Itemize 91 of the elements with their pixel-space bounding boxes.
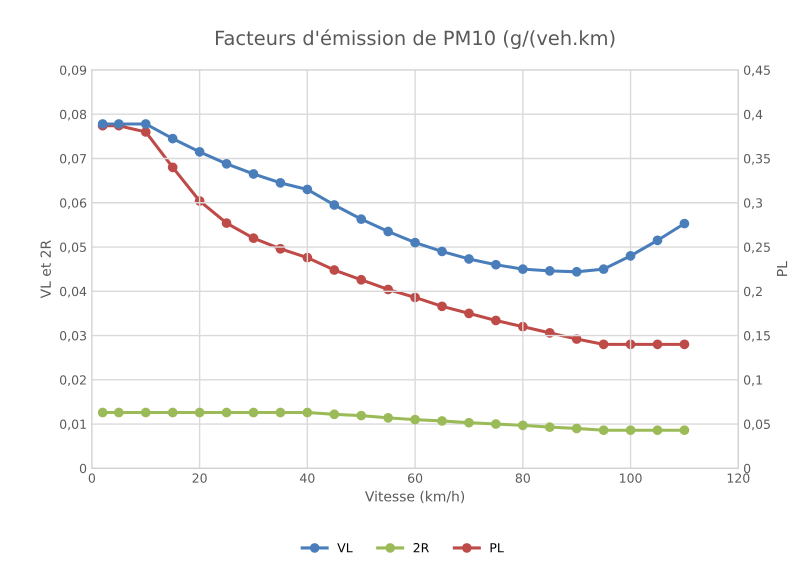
y2-tick-label: 0,45 bbox=[744, 65, 770, 76]
point bbox=[356, 214, 366, 224]
y-axis-title: VL et 2R bbox=[40, 240, 51, 298]
point bbox=[491, 419, 501, 429]
point bbox=[276, 178, 286, 188]
point bbox=[572, 266, 582, 277]
point bbox=[248, 169, 258, 179]
point bbox=[572, 424, 582, 434]
point bbox=[680, 218, 690, 228]
point bbox=[383, 226, 394, 236]
point bbox=[168, 162, 178, 172]
point bbox=[222, 218, 232, 228]
y2-tick-label: 0,3 bbox=[744, 198, 762, 209]
point bbox=[464, 418, 474, 428]
x-tick-label: 0 bbox=[88, 473, 96, 483]
y2-tick-label: 0 bbox=[744, 464, 750, 474]
point bbox=[652, 425, 662, 436]
y2-tick-label: 0,2 bbox=[744, 286, 762, 298]
point bbox=[302, 408, 312, 418]
point bbox=[464, 308, 474, 318]
y2-tick-label: 0,1 bbox=[744, 375, 762, 386]
x-tick-label: 80 bbox=[516, 473, 530, 483]
point bbox=[194, 408, 204, 418]
y-tick-label: 0,01 bbox=[60, 420, 86, 430]
point bbox=[680, 340, 690, 350]
point bbox=[302, 184, 312, 194]
point bbox=[222, 158, 232, 169]
point bbox=[356, 410, 366, 420]
point bbox=[248, 233, 258, 244]
point bbox=[329, 409, 340, 420]
y2-tick-label: 0,25 bbox=[744, 242, 770, 254]
x-tick-label: 60 bbox=[408, 473, 422, 483]
point bbox=[168, 408, 178, 418]
y-tick-label: 0,07 bbox=[60, 154, 86, 165]
point bbox=[437, 416, 447, 426]
point bbox=[652, 236, 662, 246]
point bbox=[356, 274, 366, 285]
point bbox=[598, 425, 608, 436]
point bbox=[518, 264, 528, 274]
y-tick-label: 0,02 bbox=[60, 375, 86, 386]
point bbox=[518, 420, 528, 430]
point bbox=[194, 147, 204, 157]
x-tick-label: 100 bbox=[620, 473, 642, 483]
point bbox=[276, 408, 286, 418]
point bbox=[98, 408, 108, 418]
point bbox=[544, 266, 555, 276]
point bbox=[652, 340, 662, 350]
point bbox=[114, 408, 124, 418]
point bbox=[544, 422, 555, 432]
y2-tick-label: 0,35 bbox=[744, 154, 770, 165]
point bbox=[598, 264, 608, 274]
point bbox=[140, 127, 151, 137]
point bbox=[410, 414, 420, 424]
point bbox=[572, 334, 582, 344]
point bbox=[464, 254, 474, 264]
point bbox=[140, 119, 151, 129]
point bbox=[248, 408, 258, 418]
y2-tick-label: 0,4 bbox=[744, 110, 762, 120]
point bbox=[491, 260, 501, 270]
point bbox=[222, 408, 232, 418]
legend-label: 2R bbox=[414, 543, 429, 552]
point bbox=[437, 301, 447, 312]
point bbox=[437, 246, 447, 256]
y2-tick-label: 0,15 bbox=[744, 330, 770, 342]
y-tick-label: 0,06 bbox=[60, 198, 86, 209]
point bbox=[329, 200, 340, 210]
point bbox=[626, 251, 636, 261]
x-tick-label: 20 bbox=[192, 473, 207, 483]
y-tick-label: 0,09 bbox=[60, 65, 86, 76]
point bbox=[491, 316, 501, 326]
point bbox=[383, 412, 394, 423]
y2-tick-label: 0,05 bbox=[744, 420, 770, 430]
y-tick-label: 0,08 bbox=[60, 110, 86, 120]
chart-title: Facteurs d'émission de PM10 (g/(veh.km) bbox=[216, 29, 614, 50]
legend-label: VL bbox=[337, 543, 353, 552]
point bbox=[140, 408, 151, 418]
x-tick-label: 120 bbox=[728, 473, 750, 483]
y-tick-label: 0,04 bbox=[60, 286, 86, 298]
legend-label: PL bbox=[490, 543, 504, 552]
point bbox=[626, 425, 636, 436]
y-tick-label: 0 bbox=[80, 464, 86, 474]
point bbox=[598, 340, 608, 350]
point bbox=[680, 425, 690, 436]
y2-axis-title: PL bbox=[776, 261, 788, 276]
point bbox=[410, 238, 420, 248]
y-tick-label: 0,03 bbox=[60, 330, 86, 342]
point bbox=[168, 134, 178, 144]
x-axis-title: Vitesse (km/h) bbox=[365, 490, 464, 504]
y-tick-label: 0,05 bbox=[60, 242, 86, 254]
x-tick-label: 40 bbox=[300, 473, 314, 483]
point bbox=[329, 265, 340, 275]
